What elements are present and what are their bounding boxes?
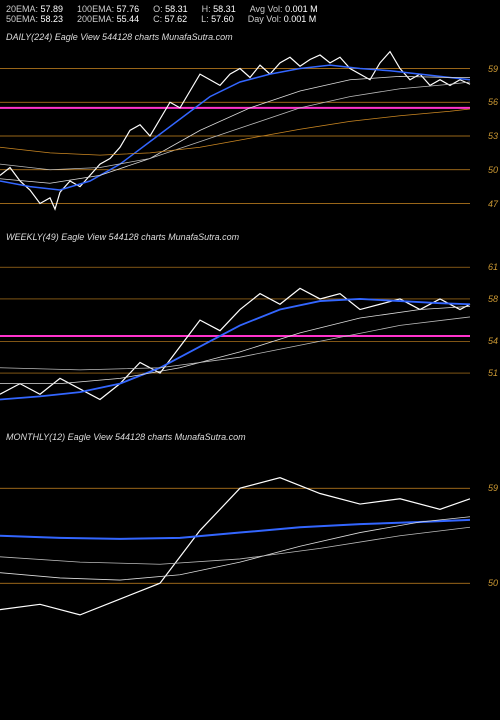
y-axis-label: 50 <box>488 165 498 175</box>
chart-title: DAILY(224) Eagle View 544128 charts Muna… <box>0 26 500 46</box>
stat-item: H: 58.31 <box>202 4 236 14</box>
y-axis-label: 51 <box>488 368 498 378</box>
y-axis-label: 58 <box>488 294 498 304</box>
chart-title: MONTHLY(12) Eagle View 544128 charts Mun… <box>0 426 500 446</box>
chart-panel: WEEKLY(49) Eagle View 544128 charts Muna… <box>0 226 500 426</box>
series-price <box>0 52 470 210</box>
stat-item: 50EMA: 58.23 <box>6 14 63 24</box>
series-ema50 <box>0 517 470 580</box>
y-axis-label: 54 <box>488 336 498 346</box>
chart-svg <box>0 446 500 636</box>
y-axis-label: 50 <box>488 578 498 588</box>
series-ema200 <box>0 109 470 155</box>
chart-svg <box>0 46 500 226</box>
stat-item: Avg Vol: 0.001 M <box>250 4 318 14</box>
y-axis-label: 61 <box>488 262 498 272</box>
y-axis-label: 59 <box>488 483 498 493</box>
chart-svg <box>0 246 500 426</box>
chart-panel: DAILY(224) Eagle View 544128 charts Muna… <box>0 26 500 226</box>
stat-item: L: 57.60 <box>201 14 234 24</box>
series-ema100 <box>0 317 470 370</box>
stats-header: 20EMA: 57.89 100EMA: 57.76 O: 58.31 H: 58.3… <box>0 0 500 26</box>
y-axis-label: 47 <box>488 199 498 209</box>
series-ema50 <box>0 306 470 383</box>
stat-item: Day Vol: 0.001 M <box>248 14 317 24</box>
y-axis-label: 59 <box>488 64 498 74</box>
y-axis-label: 53 <box>488 131 498 141</box>
series-price <box>0 478 470 615</box>
chart-title: WEEKLY(49) Eagle View 544128 charts Muna… <box>0 226 500 246</box>
series-ema20 <box>0 65 470 190</box>
stat-item: O: 58.31 <box>153 4 188 14</box>
stat-item: C: 57.62 <box>153 14 187 24</box>
charts-container: DAILY(224) Eagle View 544128 charts Muna… <box>0 26 500 636</box>
stat-item: 20EMA: 57.89 <box>6 4 63 14</box>
y-axis-label: 56 <box>488 97 498 107</box>
chart-panel: MONTHLY(12) Eagle View 544128 charts Mun… <box>0 426 500 636</box>
series-ema100 <box>0 82 470 170</box>
stat-item: 200EMA: 55.44 <box>77 14 139 24</box>
stat-item: 100EMA: 57.76 <box>77 4 139 14</box>
